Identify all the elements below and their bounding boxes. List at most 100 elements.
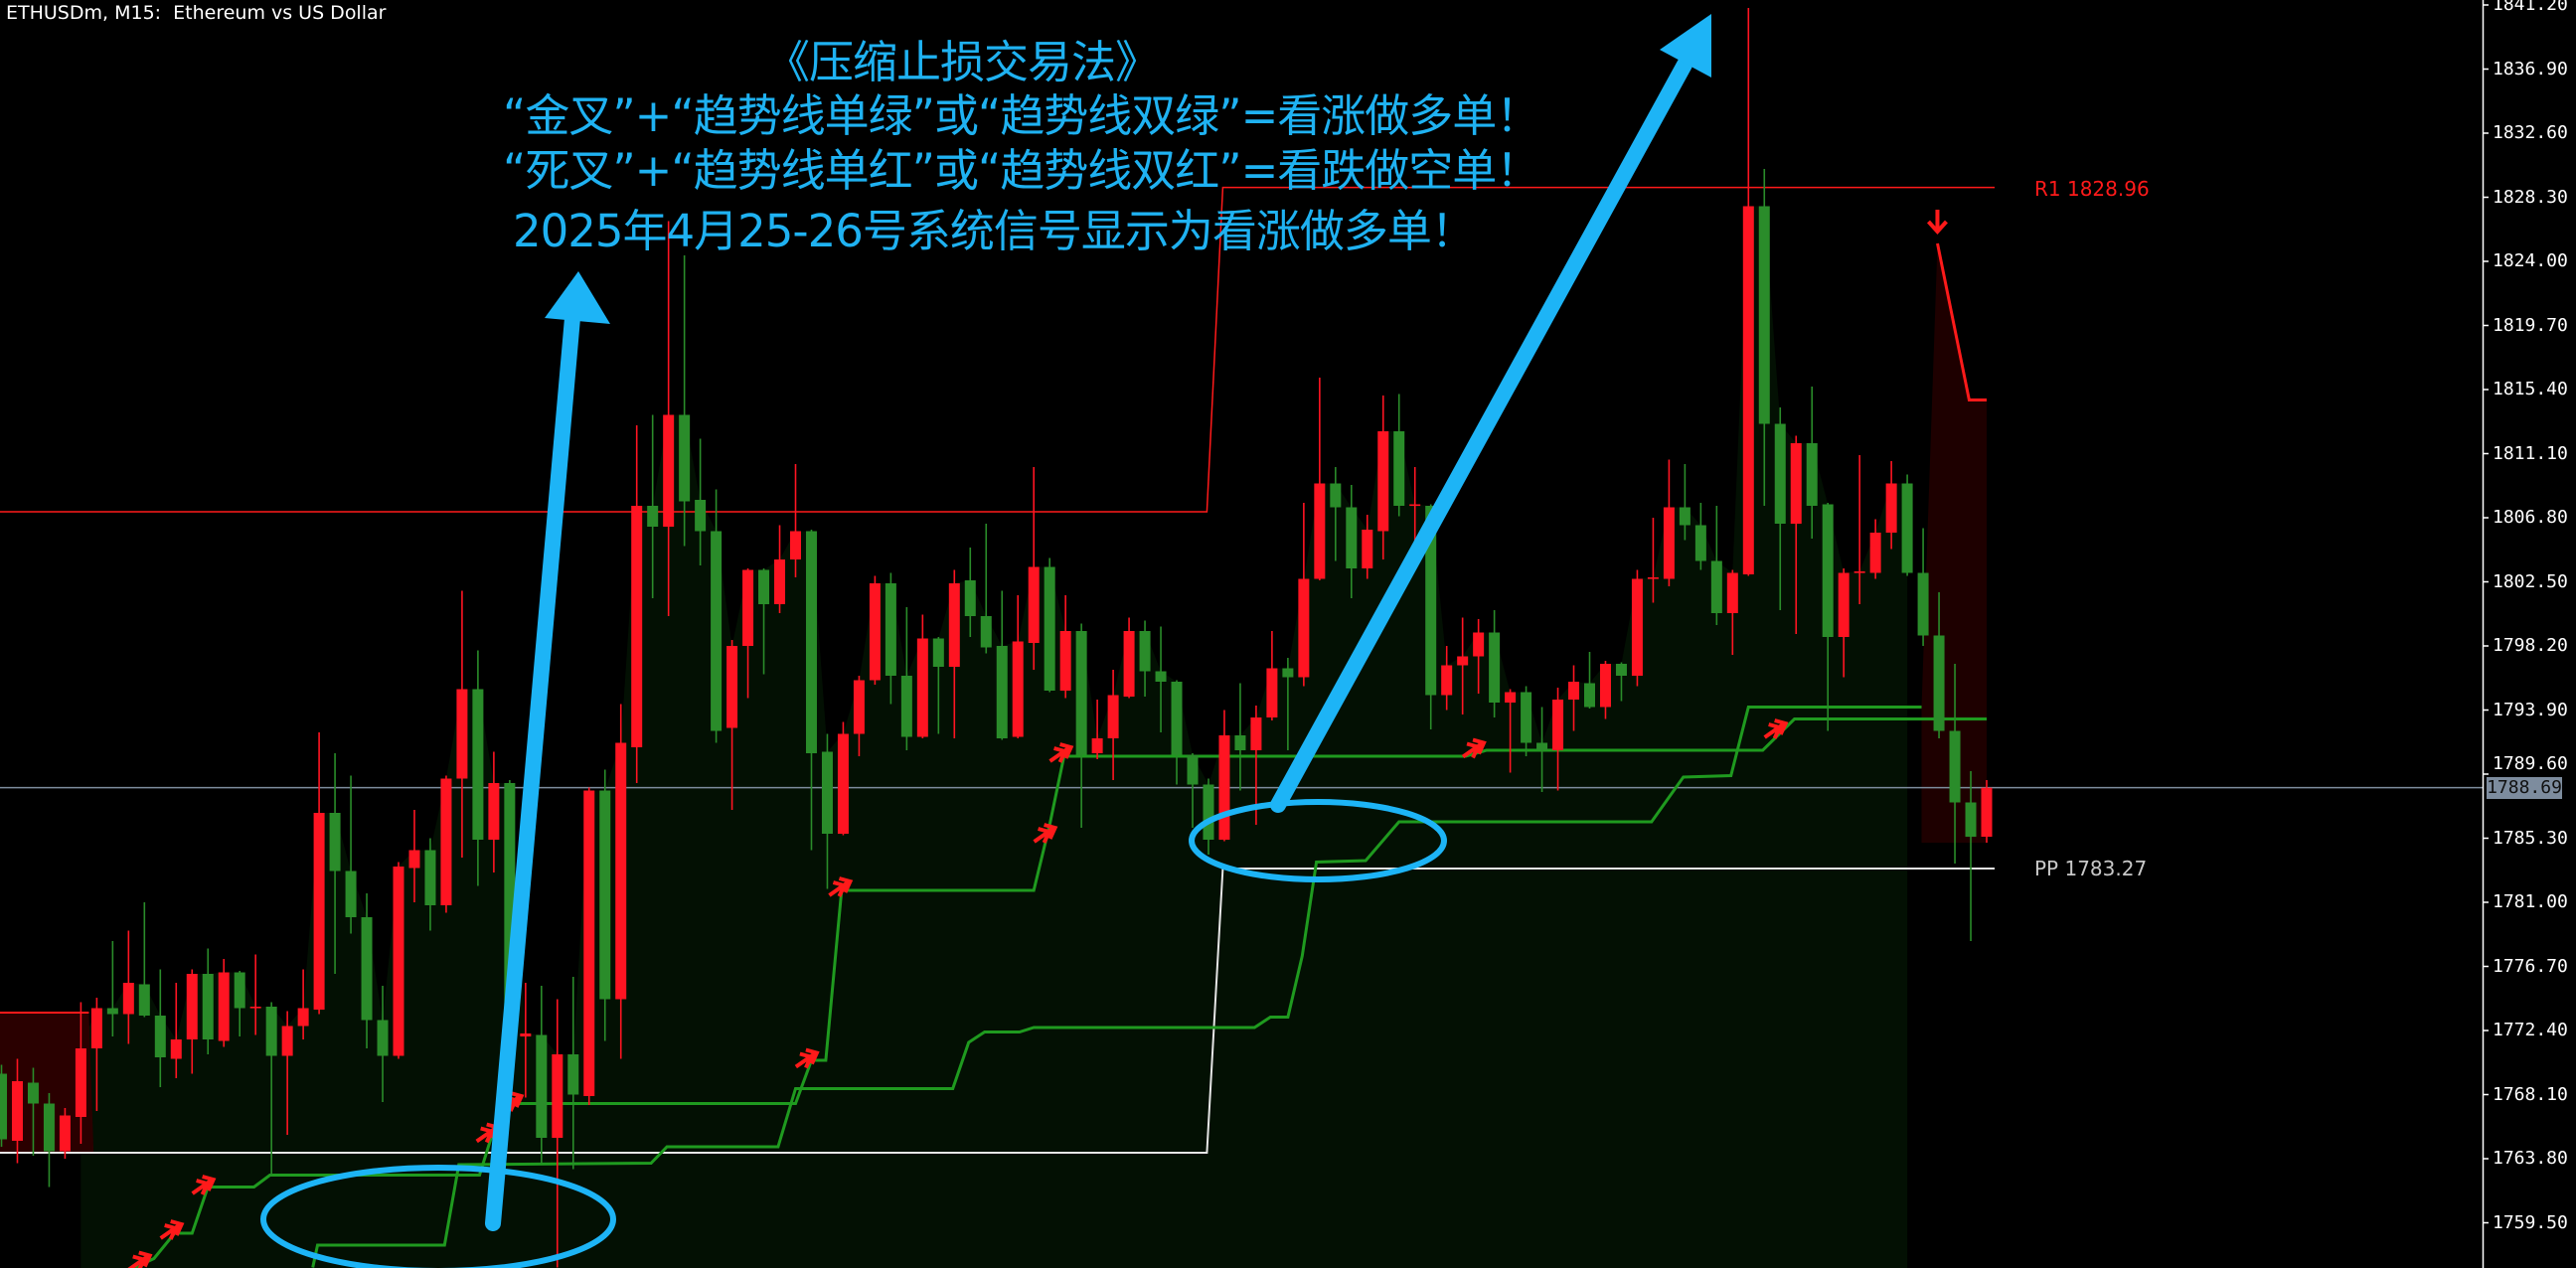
candle: [1949, 664, 1961, 864]
candle-body: [11, 1081, 23, 1141]
buy-signal-arrow-icon: [828, 876, 854, 897]
candle: [964, 548, 976, 637]
candle-body: [1949, 730, 1961, 803]
candle-body: [1282, 668, 1294, 678]
candle-body: [1075, 631, 1087, 755]
candle: [631, 425, 643, 783]
candle: [1457, 617, 1469, 714]
candle-body: [234, 972, 245, 1009]
candle: [837, 721, 849, 836]
candle: [488, 751, 500, 872]
candle: [1012, 595, 1024, 738]
candle: [1568, 665, 1580, 731]
candle: [329, 753, 341, 974]
candle-body: [821, 751, 833, 834]
candle: [1107, 670, 1119, 780]
axis-tick-label: 1811.10: [2493, 442, 2568, 464]
candle-body: [1218, 735, 1230, 840]
candle: [1981, 780, 1993, 843]
candle: [1631, 569, 1643, 687]
annotation-line-signal: 2025年4月25-26号系统信号显示为看涨做多单！: [513, 205, 1476, 257]
candle: [122, 930, 134, 1044]
candle: [980, 524, 992, 654]
candle-body: [424, 850, 436, 905]
candle: [711, 489, 723, 743]
candle-body: [313, 813, 325, 1010]
candle: [948, 569, 960, 738]
candle: [377, 986, 389, 1102]
candle-body: [1853, 571, 1865, 573]
candle: [1314, 378, 1326, 580]
candle: [393, 862, 404, 1059]
candle-body: [488, 783, 500, 840]
candle-body: [647, 506, 659, 527]
candle-body: [170, 1039, 182, 1059]
candle-body: [679, 414, 691, 502]
bullish-zone-fill: [80, 206, 1908, 1268]
candle-body: [520, 1033, 532, 1036]
candle: [695, 438, 707, 565]
buy-signal-arrow-icon: [191, 1175, 217, 1195]
candle: [1822, 503, 1834, 731]
candle: [1330, 467, 1342, 561]
candle-body: [567, 1054, 579, 1095]
candle: [1917, 528, 1929, 646]
candle-body: [615, 742, 627, 1000]
candle-body: [1314, 483, 1326, 579]
candle: [202, 948, 214, 1054]
axis-tick-label: 1815.40: [2493, 379, 2568, 399]
candle-body: [869, 583, 881, 681]
candle: [1869, 519, 1881, 579]
candle-body: [440, 778, 452, 905]
candle: [1853, 455, 1865, 604]
candle-body: [377, 1020, 389, 1056]
candle-body: [932, 638, 944, 667]
candle-body: [1059, 631, 1071, 691]
candle: [520, 983, 532, 1098]
candle-body: [1774, 423, 1786, 524]
candle-body: [1679, 507, 1690, 526]
candle: [456, 590, 468, 858]
candle-body: [202, 974, 214, 1039]
candle-body: [1838, 572, 1850, 637]
candle-body: [1869, 533, 1881, 573]
candle: [1679, 464, 1690, 541]
candle-body: [948, 583, 960, 667]
candle-body: [1536, 742, 1548, 750]
candle: [1044, 557, 1055, 693]
candle-body: [1552, 700, 1564, 750]
candle: [1346, 485, 1358, 598]
candle-body: [504, 783, 516, 1036]
candle: [996, 590, 1008, 740]
candle-body: [1901, 483, 1913, 573]
candle-body: [1012, 641, 1024, 737]
candle-body: [916, 638, 928, 737]
annotation-line-bearish: “死叉”+“趋势线单红”或“趋势线双红”=看跌做空单！: [503, 144, 1540, 197]
buy-signal-arrow-icon: [1763, 718, 1789, 739]
highlight-ellipse-right: [1189, 799, 1447, 882]
candle: [1091, 700, 1103, 759]
candle-body: [631, 506, 643, 747]
candle: [1790, 435, 1802, 634]
candle-body: [186, 974, 198, 1039]
candle: [1489, 610, 1501, 717]
candle: [1901, 474, 1913, 576]
candle-body: [1044, 566, 1055, 691]
axis-tick-label: 1789.60: [2493, 752, 2568, 774]
candle-body: [1457, 656, 1469, 666]
candle-body: [59, 1115, 71, 1152]
candle: [774, 525, 786, 613]
candle-body: [297, 1008, 309, 1027]
candle-body: [726, 646, 738, 728]
candle-body: [1742, 206, 1754, 574]
candle: [1521, 686, 1532, 756]
candle: [869, 575, 881, 685]
current-price-label: 1788.69: [2487, 776, 2562, 799]
candle: [0, 1064, 7, 1147]
candle-body: [1155, 671, 1167, 682]
candle-body: [758, 569, 770, 604]
annotation-arrow-left-shaft: [485, 310, 580, 1231]
candle-body: [1981, 787, 1993, 837]
candle: [11, 1058, 23, 1164]
